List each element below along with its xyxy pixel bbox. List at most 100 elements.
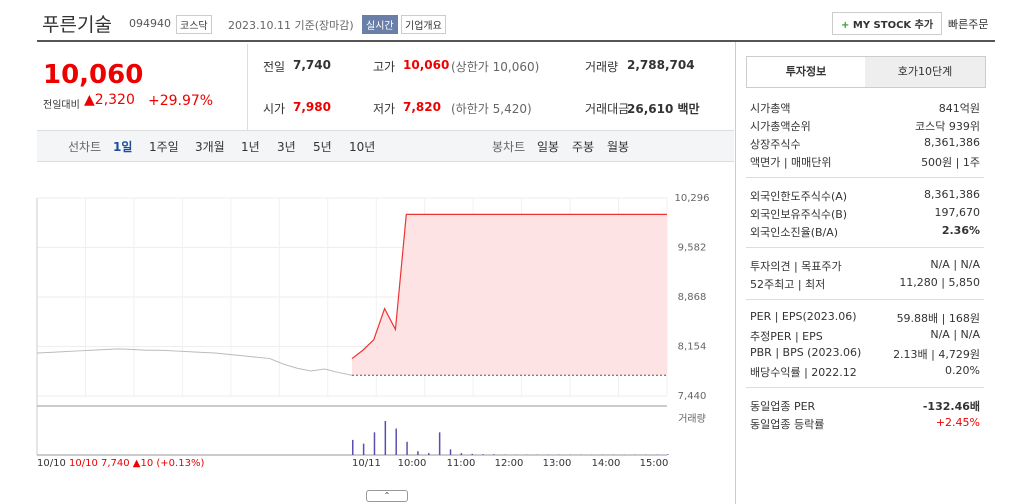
chart-tab[interactable]: 1년: [241, 140, 260, 154]
panel-value: 0.20%: [945, 364, 980, 377]
summary-note: (상한가 10,060): [451, 60, 540, 74]
panel-value: N/A | N/A: [930, 328, 980, 341]
volume-bar: [395, 428, 397, 455]
panel-label: 52주최고 | 최저: [750, 278, 826, 291]
change-value: 2,320: [94, 92, 135, 108]
panel-tab[interactable]: 호가10단계: [897, 65, 953, 78]
panel-label: 외국인한도주식수(A): [750, 190, 848, 203]
summary-value: 7,980: [293, 100, 331, 114]
summary-value: 10,060: [403, 58, 450, 72]
y-tick-label: 8,868: [678, 292, 707, 303]
chart-tab[interactable]: 10년: [349, 140, 376, 154]
stock-name: 푸른기술: [42, 14, 112, 36]
chart-tab[interactable]: 1주일: [149, 140, 179, 154]
divider: [247, 44, 248, 130]
panel-value: 8,361,386: [924, 188, 980, 201]
change-label: 전일대비: [43, 100, 80, 111]
panel-value: 코스닥 939위: [915, 120, 980, 133]
volume-bar: [667, 454, 669, 455]
chart-tab[interactable]: 주봉: [572, 140, 595, 154]
x-tick-label: 10/10: [37, 458, 66, 469]
volume-bar: [493, 454, 495, 455]
x-tick-label: 10/11: [352, 458, 381, 469]
stock-code: 094940: [129, 17, 171, 30]
summary-value: 26,610 백만: [627, 102, 700, 116]
panel-value: 841억원: [938, 102, 980, 115]
summary-value: 2,788,704: [627, 58, 695, 72]
panel-divider: [735, 42, 736, 504]
today-line: [351, 213, 667, 360]
y-tick-label: 10,296: [675, 193, 710, 204]
panel-value: 11,280 | 5,850: [899, 276, 980, 289]
panel-label: 시가총액: [750, 102, 791, 115]
y-tick-label: 8,154: [678, 342, 707, 353]
volume-bar: [449, 449, 452, 455]
header-rule: [37, 40, 995, 42]
panel-label: 추정PER | EPS: [750, 330, 823, 343]
panel-label: 동일업종 등락률: [750, 418, 825, 431]
realtime-tag: 실시간: [362, 15, 398, 34]
x-tick-label: 10:00: [398, 458, 427, 469]
today-area: [352, 214, 667, 376]
change: ▲2,320: [84, 92, 135, 108]
mystock-text: MY STOCK 추가: [852, 20, 934, 31]
date: 2023.10.11 기준(장마감): [228, 19, 354, 32]
volume-label: 거래량: [678, 413, 706, 425]
panel-value: 2.36%: [941, 224, 980, 237]
panel-tab-active[interactable]: 투자정보: [747, 57, 865, 87]
panel-label: PBR | BPS (2023.06): [750, 346, 862, 359]
volume-bar: [362, 443, 365, 455]
summary-label: 고가: [373, 60, 396, 74]
tab-label: 선차트: [68, 140, 102, 154]
panel-value: 59.88배 | 168원: [896, 312, 980, 325]
tab-bar: [37, 130, 734, 162]
volume-bar: [417, 451, 419, 455]
company-button[interactable]: 기업개요: [401, 15, 446, 34]
chart-tab[interactable]: 월봉: [607, 140, 630, 154]
chart-tab[interactable]: 1일: [113, 140, 133, 154]
prev-info: 10/10 7,740 ▲10 (+0.13%): [69, 458, 204, 469]
panel-label: 외국인보유주식수(B): [750, 208, 848, 221]
x-tick-label: 15:00: [640, 458, 669, 469]
x-tick-label: 11:00: [447, 458, 476, 469]
panel-label: 상장주식수: [750, 138, 801, 151]
summary-label: 저가: [373, 102, 396, 116]
volume-bar: [373, 432, 376, 455]
panel-value: 8,361,386: [924, 136, 980, 149]
panel-rule: [746, 247, 984, 248]
price-chart: 10,296 9,582 8,868 8,154 7,440 거래량 10/10 10/11 1…: [36, 193, 710, 469]
collapse-button[interactable]: ⌃: [366, 490, 408, 502]
panel-label: 외국인소진율(B/A): [750, 226, 839, 239]
market-tag: 코스닥: [176, 15, 212, 34]
chart-tab[interactable]: 일봉: [537, 140, 560, 154]
volume-bar: [406, 441, 408, 455]
summary-value: 7,820: [403, 100, 441, 114]
panel-rule: [746, 387, 984, 388]
mystock-button[interactable]: + MY STOCK 추가: [832, 12, 943, 35]
volume-bar: [352, 439, 354, 455]
panel-value: N/A | N/A: [930, 258, 980, 271]
chart-tab[interactable]: 3년: [277, 140, 296, 154]
quick-order[interactable]: 빠른주문: [948, 18, 989, 31]
volume-bar: [471, 453, 473, 455]
chart-tab[interactable]: 3개월: [195, 140, 225, 154]
panel-value: 197,670: [934, 206, 981, 219]
panel-rule: [746, 299, 984, 300]
y-tick-label: 7,440: [678, 391, 707, 402]
volume-bar: [482, 454, 484, 455]
panel-rule: [746, 177, 984, 178]
summary-label: 시가: [263, 102, 286, 116]
summary-label: 전일: [263, 60, 286, 74]
panel-label: 배당수익률 | 2022.12: [750, 366, 857, 379]
panel-label: 투자의견 | 목표주가: [750, 260, 842, 273]
panel-value: +2.45%: [935, 416, 980, 429]
chart-tab[interactable]: 5년: [313, 140, 332, 154]
current-price: 10,060: [43, 60, 144, 90]
panel-label: PER | EPS(2023.06): [750, 310, 857, 323]
rate: +29.97%: [148, 93, 214, 109]
summary-note: (하한가 5,420): [451, 102, 532, 116]
volume-bar: [428, 453, 430, 455]
panel-value: -132.46배: [922, 400, 980, 413]
panel-value: 2.13배 | 4,729원: [893, 348, 980, 361]
